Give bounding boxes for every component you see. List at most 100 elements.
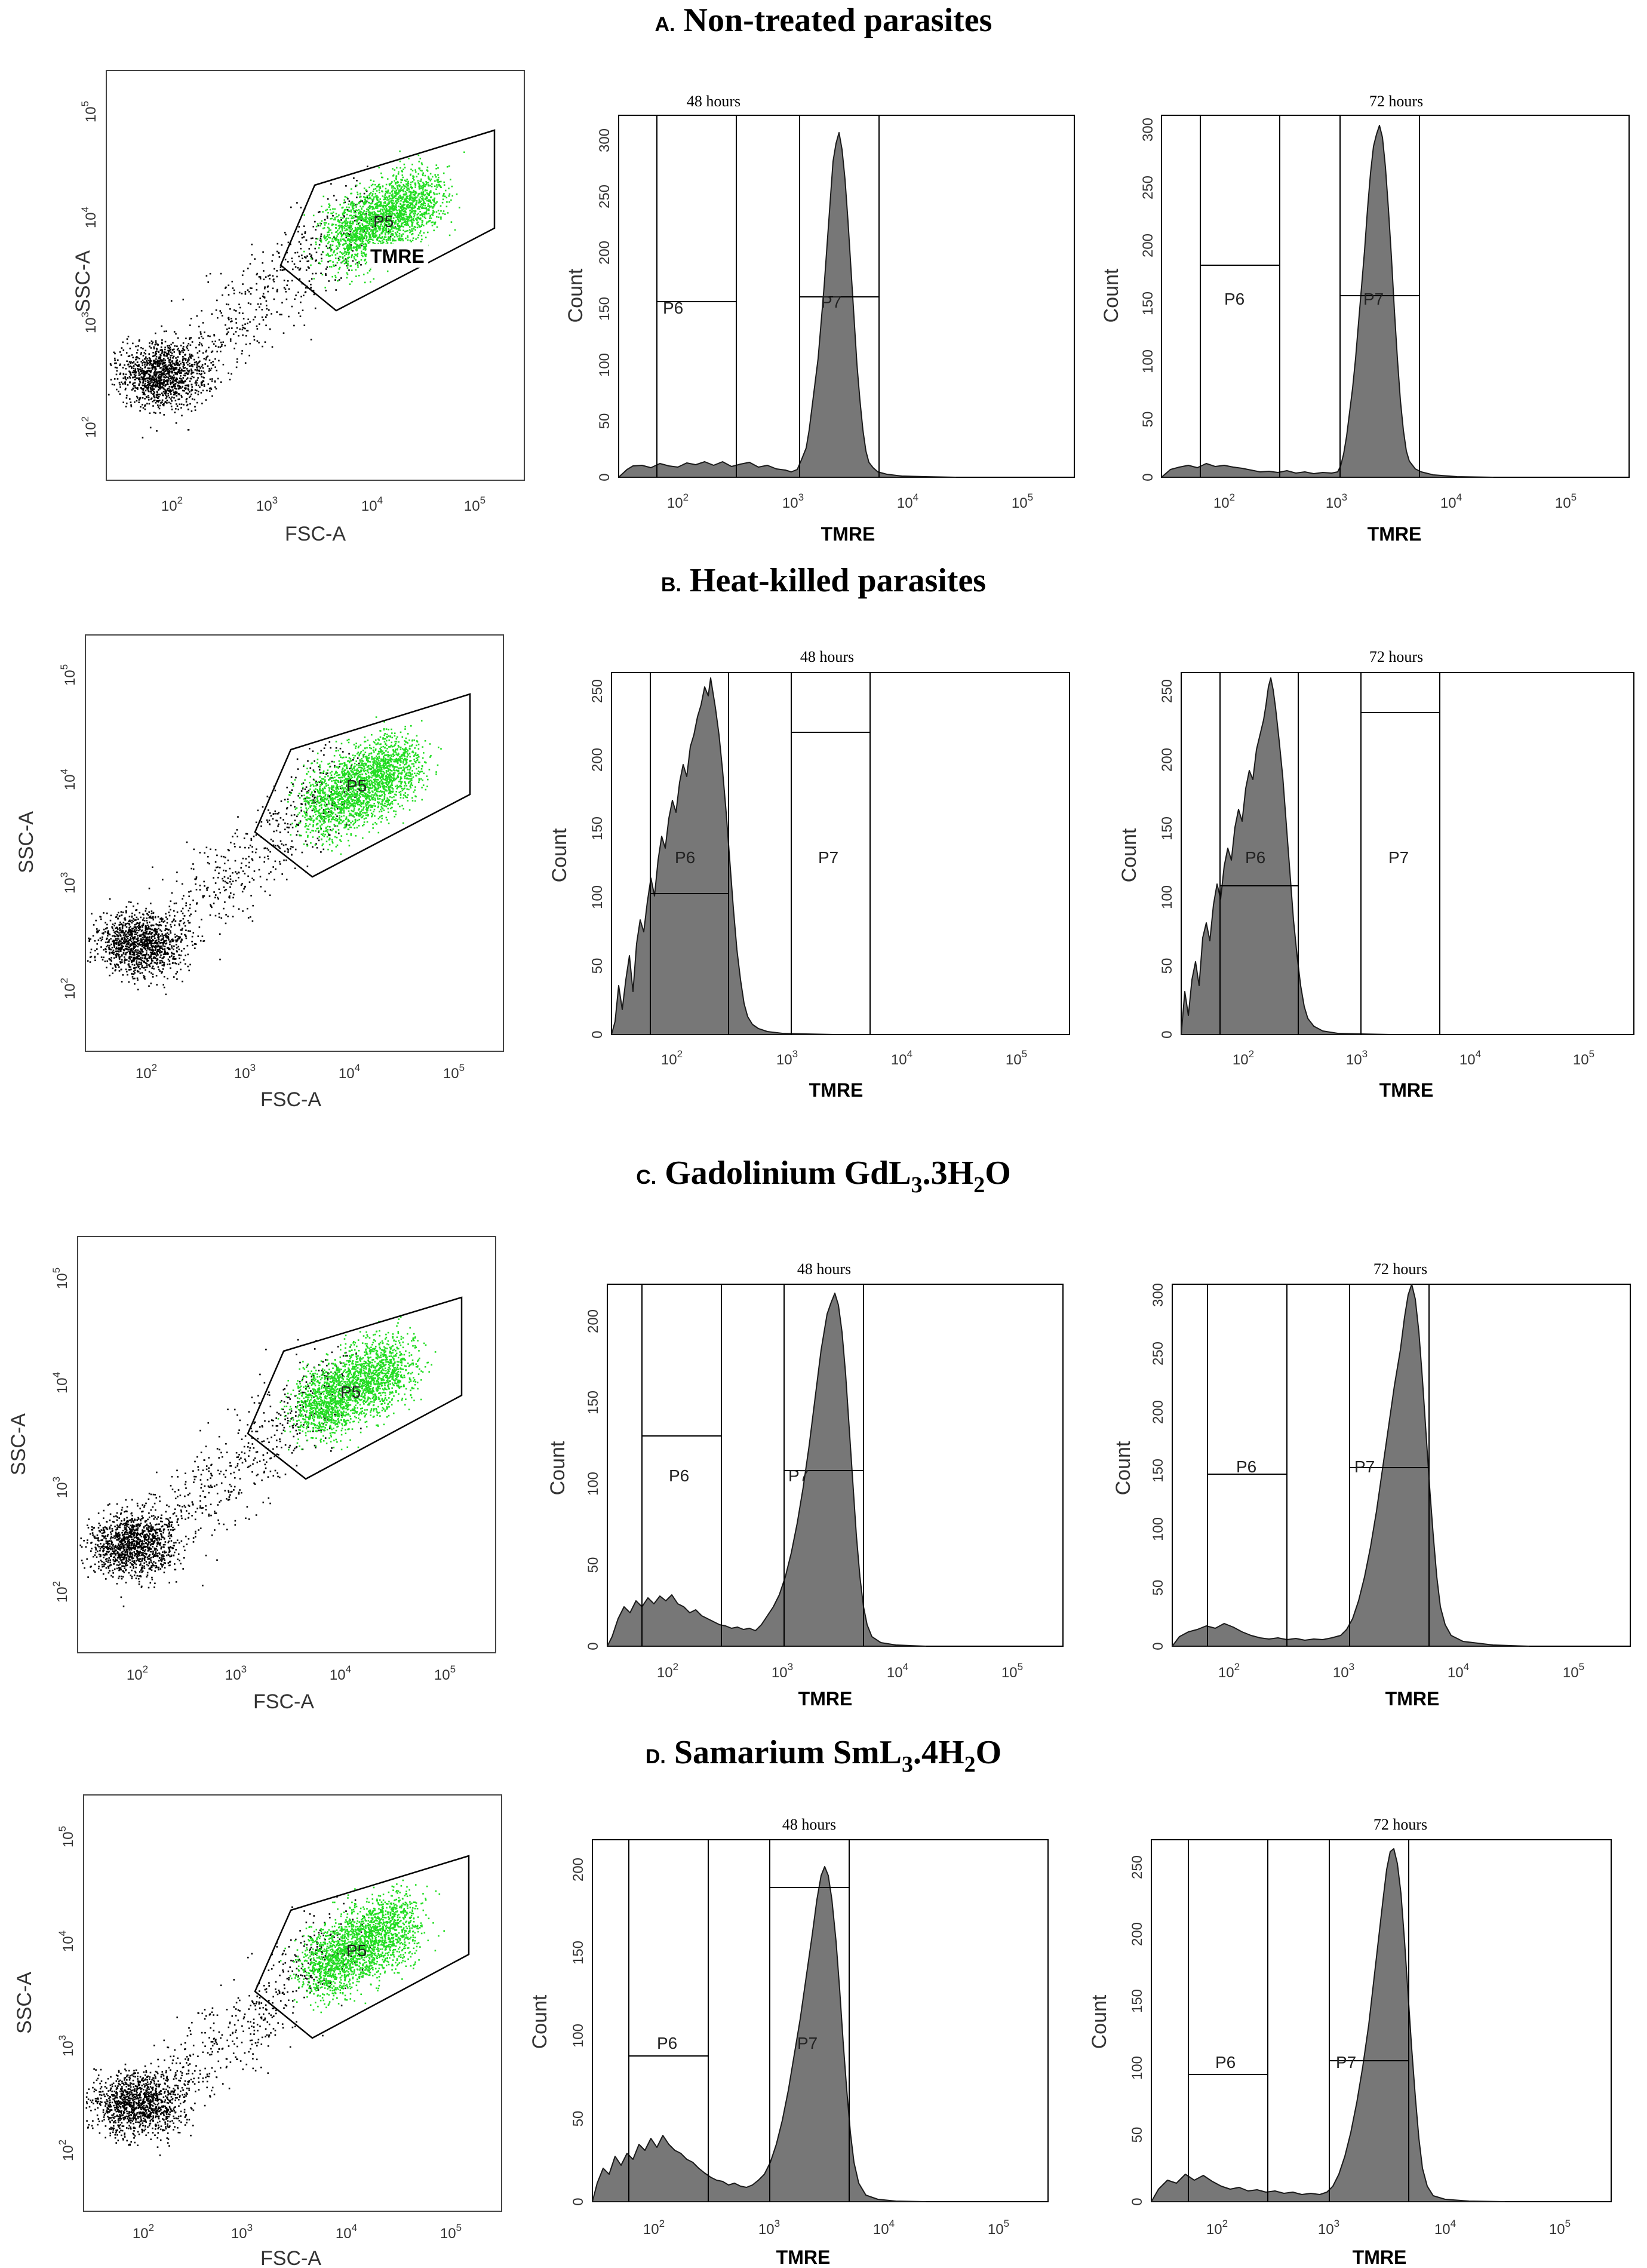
scatter-point — [340, 256, 342, 258]
scatter-point — [429, 214, 431, 217]
scatter-point — [229, 308, 231, 310]
scatter-point — [156, 343, 158, 345]
scatter-point — [357, 210, 358, 211]
scatter-point — [157, 372, 159, 374]
scatter-point — [373, 213, 376, 215]
scatter-point — [343, 259, 345, 262]
scatter-point — [182, 359, 184, 361]
scatter-point — [159, 354, 162, 356]
scatter-point — [422, 191, 425, 193]
scatter-point — [156, 950, 158, 953]
scatter-point — [172, 367, 174, 369]
scatter-point — [217, 378, 219, 380]
scatter-point — [263, 278, 265, 281]
scatter-point — [122, 953, 125, 955]
scatter-point — [349, 222, 351, 225]
scatter-point — [189, 378, 192, 379]
scatter-point — [348, 253, 349, 256]
scatter-point — [417, 182, 419, 184]
scatter-point — [351, 188, 352, 190]
scatter-point — [356, 197, 358, 198]
scatter-point — [142, 382, 144, 384]
scatter-point — [405, 186, 407, 188]
scatter-point — [397, 214, 399, 216]
scatter-point — [343, 202, 345, 204]
scatter-point — [406, 221, 408, 223]
scatter-point — [383, 198, 385, 201]
scatter-point — [416, 223, 418, 225]
scatter-point — [397, 223, 399, 225]
scatter-point — [120, 935, 122, 937]
scatter-point — [339, 225, 341, 226]
scatter-point — [398, 209, 400, 211]
scatter-point — [420, 241, 422, 243]
scatter-point — [96, 928, 98, 930]
scatter-point — [114, 935, 116, 938]
scatter-point — [414, 213, 416, 214]
scatter-point — [142, 364, 144, 366]
scatter-point — [348, 227, 349, 229]
scatter-point — [167, 357, 169, 359]
scatter-point — [442, 195, 444, 197]
scatter-point — [372, 242, 374, 244]
scatter-point — [207, 383, 210, 385]
scatter-point — [173, 953, 175, 955]
scatter-point — [423, 213, 426, 215]
scatter-point — [170, 357, 171, 359]
scatter-point — [184, 934, 186, 936]
scatter-point — [153, 377, 155, 379]
scatter-point — [137, 955, 139, 956]
scatter-point — [325, 240, 327, 241]
scatter-point — [334, 257, 337, 259]
scatter-point — [413, 228, 414, 229]
scatter-point — [247, 323, 248, 324]
scatter-point — [115, 362, 117, 364]
scatter-point — [389, 192, 391, 194]
scatter-point — [152, 368, 153, 370]
scatter-point — [153, 361, 155, 364]
scatter-point — [373, 223, 374, 226]
scatter-point — [178, 364, 180, 366]
scatter-point — [348, 243, 351, 245]
scatter-point — [138, 401, 140, 403]
scatter-point — [341, 228, 343, 231]
scatter-point — [391, 191, 393, 192]
scatter-point — [138, 957, 140, 960]
scatter-point — [339, 256, 340, 258]
tick-label: 105 — [1012, 492, 1033, 511]
scatter-point — [156, 959, 158, 962]
scatter-point — [191, 376, 193, 378]
scatter-point — [175, 388, 177, 390]
scatter-point — [164, 366, 166, 369]
scatter-point — [133, 361, 135, 363]
scatter-point — [136, 933, 137, 935]
scatter-point — [336, 231, 338, 233]
scatter-point — [146, 962, 148, 965]
scatter-point — [351, 229, 352, 231]
scatter-point — [152, 940, 155, 941]
scatter-point — [156, 953, 158, 955]
scatter-point — [338, 243, 340, 245]
scatter-point — [397, 231, 399, 234]
scatter-point — [136, 352, 138, 354]
scatter-point — [160, 954, 162, 956]
scatter-point — [178, 954, 180, 956]
scatter-point — [188, 370, 190, 373]
scatter-point — [154, 343, 156, 346]
scatter-point — [358, 245, 361, 247]
scatter-point — [208, 346, 210, 349]
scatter-point — [171, 386, 174, 389]
scatter-point — [327, 234, 328, 236]
scatter-point — [193, 358, 195, 361]
scatter-point — [132, 949, 134, 951]
scatter-point — [300, 207, 302, 208]
scatter-point — [162, 394, 164, 396]
scatter-point — [359, 231, 361, 233]
scatter-point — [402, 194, 405, 196]
scatter-point — [367, 222, 368, 224]
scatter-point — [188, 385, 189, 388]
scatter-point — [281, 244, 283, 246]
scatter-point — [348, 217, 349, 220]
scatter-point — [158, 356, 161, 358]
scatter-point — [129, 348, 131, 349]
